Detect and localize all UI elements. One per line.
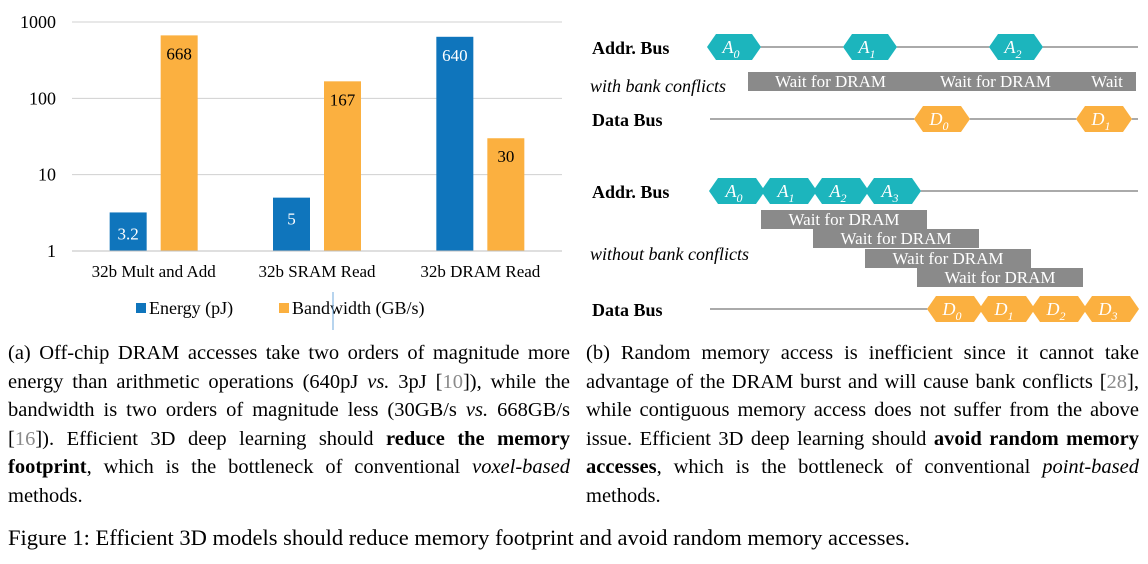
y-tick-label: 100 [29, 88, 56, 108]
bar-bandwidth [324, 81, 361, 251]
citation-link[interactable]: 28 [1106, 370, 1128, 393]
addr-token [865, 178, 921, 204]
bar-energy [109, 212, 147, 251]
wait-label: Wait [1091, 72, 1123, 91]
wait-box [865, 249, 1031, 268]
data-token [1031, 296, 1087, 322]
legend-label: Bandwidth (GB/s) [292, 298, 425, 319]
data-label: 668 [166, 44, 192, 63]
data-label: 3.2 [118, 224, 139, 243]
bar-bandwidth [487, 138, 525, 251]
energy-bandwidth-chart: 1 10 100 1000 3.2 668 32b Mult and Add 5 167 32b … [20, 12, 562, 330]
bar-bandwidth [160, 35, 198, 251]
wait-box [917, 268, 1083, 287]
subcaption-b: (b) Random memory access is inefficient … [586, 342, 1139, 507]
addr-bus-label: Addr. Bus [592, 182, 669, 202]
addr-token [813, 178, 869, 204]
figure-caption: Figure 1: Efficient 3D models should red… [8, 525, 910, 550]
wait-box [1078, 72, 1136, 91]
data-label: 640 [442, 46, 468, 65]
y-tick-label: 10 [38, 165, 56, 185]
addr-token [989, 34, 1043, 60]
legend-swatch [136, 303, 146, 313]
wait-box [813, 229, 979, 248]
wait-box [748, 72, 913, 91]
data-token [1083, 296, 1139, 322]
subcaption-a: (a) Off-chip DRAM accesses take two orde… [8, 342, 570, 507]
y-tick-label: 1000 [20, 12, 56, 32]
legend-swatch [279, 303, 289, 313]
data-label: 5 [287, 210, 296, 229]
addr-token [761, 178, 817, 204]
wait-box [913, 72, 1078, 91]
data-label: 167 [330, 90, 356, 109]
wait-label: Wait for DRAM [944, 268, 1055, 287]
addr-token [709, 178, 765, 204]
data-bus-label: Data Bus [592, 300, 663, 320]
data-label: 30 [497, 147, 514, 166]
addr-bus-label: Addr. Bus [592, 38, 669, 58]
citation-link[interactable]: 10 [442, 370, 463, 393]
data-token [1076, 106, 1132, 132]
citation-link[interactable]: 16 [14, 427, 36, 450]
data-token [927, 296, 983, 322]
legend-label: Energy (pJ) [149, 298, 233, 319]
addr-token [707, 34, 761, 60]
x-tick-label: 32b DRAM Read [420, 262, 540, 281]
conflict-label: without bank conflicts [590, 244, 749, 264]
bar-energy [436, 36, 474, 252]
x-tick-label: 32b SRAM Read [258, 262, 376, 281]
data-token [914, 106, 970, 132]
wait-label: Wait for DRAM [892, 249, 1003, 268]
wait-label: Wait for DRAM [775, 72, 886, 91]
conflict-label: with bank conflicts [590, 76, 726, 96]
wait-label: Wait for DRAM [840, 229, 951, 248]
data-bus-label: Data Bus [592, 110, 663, 130]
wait-label: Wait for DRAM [940, 72, 1051, 91]
wait-label: Wait for DRAM [788, 210, 899, 229]
data-token [979, 296, 1035, 322]
bar-energy [273, 197, 310, 251]
y-tick-label: 1 [47, 241, 56, 261]
wait-box [761, 210, 927, 229]
addr-token [843, 34, 897, 60]
x-tick-label: 32b Mult and Add [92, 262, 217, 281]
